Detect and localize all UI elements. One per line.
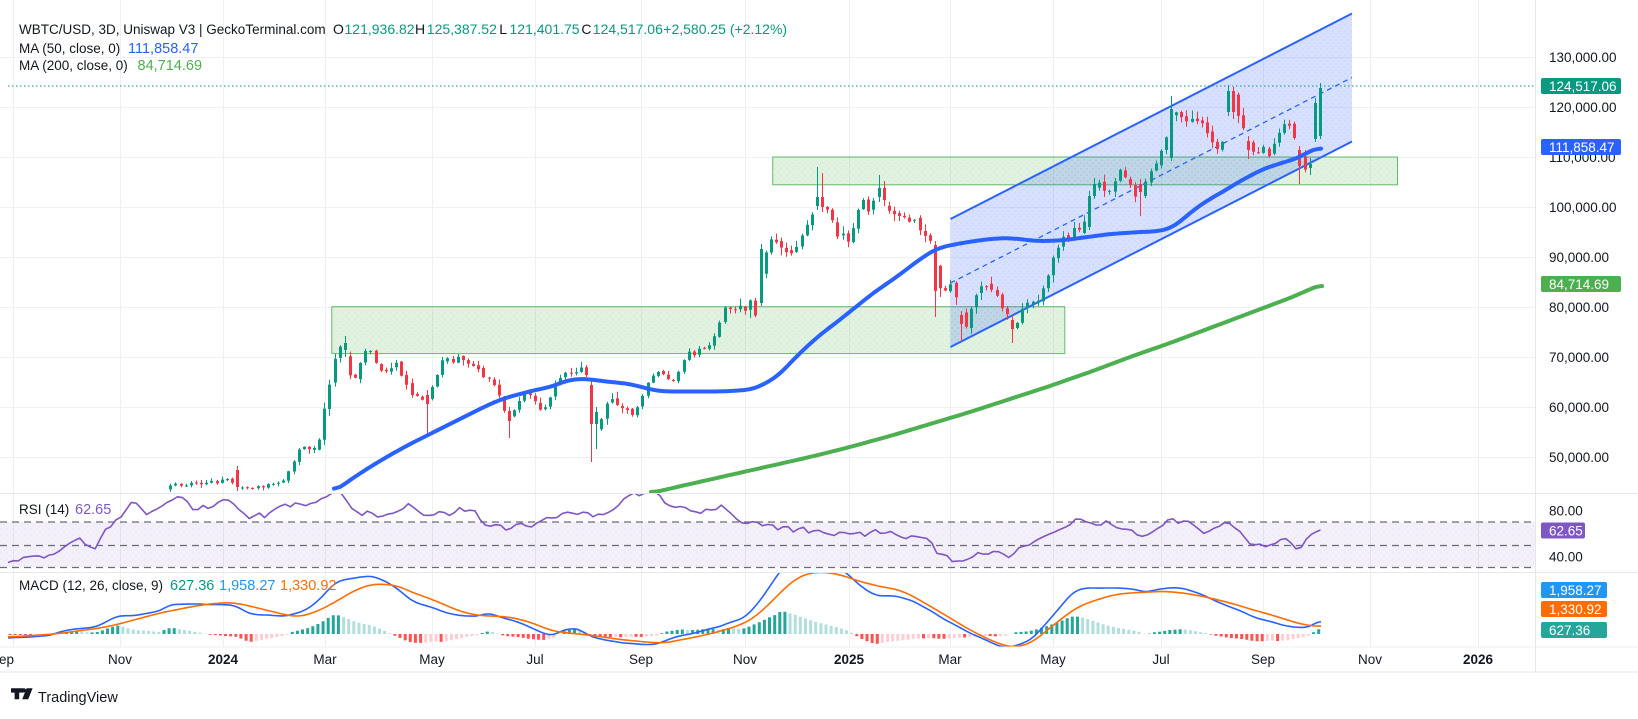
svg-text:Sep: Sep	[1251, 652, 1275, 667]
svg-text:80,000.00: 80,000.00	[1549, 300, 1609, 315]
svg-text:2024: 2024	[208, 652, 239, 667]
svg-text:70,000.00: 70,000.00	[1549, 350, 1609, 365]
svg-text:627.36: 627.36	[1549, 623, 1590, 638]
svg-text:124,517.06: 124,517.06	[1549, 79, 1617, 94]
svg-text:84,714.69: 84,714.69	[138, 58, 203, 74]
svg-text:WBTC/USD, 3D, Uniswap V3 | Gec: WBTC/USD, 3D, Uniswap V3 | GeckoTerminal…	[19, 22, 326, 37]
svg-text:90,000.00: 90,000.00	[1549, 250, 1609, 265]
svg-text:1,958.27: 1,958.27	[219, 578, 275, 594]
svg-text:2026: 2026	[1463, 652, 1494, 667]
svg-text:Nov: Nov	[1358, 652, 1382, 667]
svg-text:111,858.47: 111,858.47	[128, 41, 198, 57]
svg-text:50,000.00: 50,000.00	[1549, 450, 1609, 465]
svg-text:RSI (14): RSI (14)	[19, 502, 69, 517]
svg-text:Jul: Jul	[1152, 652, 1169, 667]
svg-text:1,958.27: 1,958.27	[1549, 583, 1602, 598]
svg-text:111,858.47: 111,858.47	[1549, 140, 1615, 155]
svg-text:Jul: Jul	[526, 652, 543, 667]
svg-text:Mar: Mar	[938, 652, 962, 667]
svg-text:Nov: Nov	[733, 652, 757, 667]
svg-text:60,000.00: 60,000.00	[1549, 400, 1609, 415]
svg-text:May: May	[419, 652, 445, 667]
svg-text:Mar: Mar	[313, 652, 337, 667]
svg-text:Sep: Sep	[629, 652, 653, 667]
svg-text:May: May	[1040, 652, 1066, 667]
svg-text:62.65: 62.65	[1549, 523, 1583, 538]
svg-text:84,714.69: 84,714.69	[1549, 277, 1609, 292]
svg-text:62.65: 62.65	[75, 502, 111, 518]
svg-text:80.00: 80.00	[1549, 503, 1583, 518]
svg-text:Sep: Sep	[0, 652, 14, 667]
svg-text:627.36: 627.36	[170, 578, 214, 594]
svg-text:1,330.92: 1,330.92	[1549, 602, 1602, 617]
svg-text:MA (50, close, 0): MA (50, close, 0)	[19, 41, 120, 56]
svg-text:40.00: 40.00	[1549, 549, 1583, 564]
svg-text:TradingView: TradingView	[38, 690, 118, 706]
svg-text:2025: 2025	[834, 652, 865, 667]
svg-text:120,000.00: 120,000.00	[1549, 100, 1617, 115]
svg-text:100,000.00: 100,000.00	[1549, 200, 1617, 215]
svg-text:1,330.92: 1,330.92	[280, 578, 336, 594]
svg-text:Nov: Nov	[108, 652, 132, 667]
svg-text:130,000.00: 130,000.00	[1549, 50, 1617, 65]
svg-text:MACD (12, 26, close, 9): MACD (12, 26, close, 9)	[19, 578, 163, 593]
svg-text:MA (200, close, 0): MA (200, close, 0)	[19, 58, 128, 73]
